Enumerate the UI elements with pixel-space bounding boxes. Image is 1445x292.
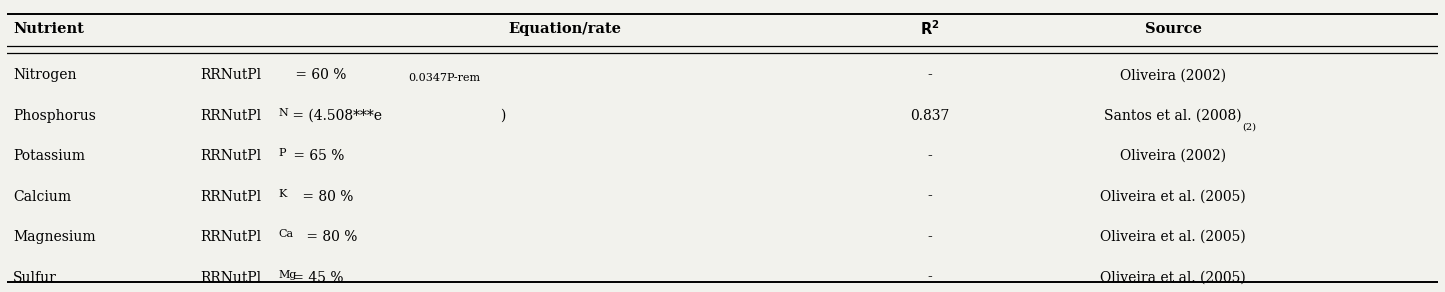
- Text: RRNutPl: RRNutPl: [201, 270, 262, 284]
- Text: Nutrient: Nutrient: [13, 22, 84, 36]
- Text: = 65 %: = 65 %: [289, 149, 344, 163]
- Text: -: -: [928, 230, 932, 244]
- Text: RRNutPl: RRNutPl: [201, 190, 262, 204]
- Text: = (4.508***e: = (4.508***e: [288, 109, 381, 123]
- Text: P: P: [279, 148, 286, 158]
- Text: Calcium: Calcium: [13, 190, 71, 204]
- Text: -: -: [928, 270, 932, 284]
- Text: Mg: Mg: [279, 270, 296, 280]
- Text: Oliveira (2002): Oliveira (2002): [1120, 68, 1227, 82]
- Text: Equation/rate: Equation/rate: [509, 22, 621, 36]
- Text: = 80 %: = 80 %: [302, 230, 357, 244]
- Text: 0.837: 0.837: [910, 109, 949, 123]
- Text: Nitrogen: Nitrogen: [13, 68, 77, 82]
- Text: Oliveira et al. (2005): Oliveira et al. (2005): [1100, 230, 1246, 244]
- Text: $\mathbf{R^2}$: $\mathbf{R^2}$: [920, 20, 939, 38]
- Text: Sulfur: Sulfur: [13, 270, 56, 284]
- Text: Oliveira et al. (2005): Oliveira et al. (2005): [1100, 270, 1246, 284]
- Text: RRNutPl: RRNutPl: [201, 68, 262, 82]
- Text: Magnesium: Magnesium: [13, 230, 95, 244]
- Text: K: K: [279, 189, 286, 199]
- Text: RRNutPl: RRNutPl: [201, 109, 262, 123]
- Text: Oliveira (2002): Oliveira (2002): [1120, 149, 1227, 163]
- Text: Potassium: Potassium: [13, 149, 85, 163]
- Text: ): ): [500, 109, 506, 123]
- Text: Oliveira et al. (2005): Oliveira et al. (2005): [1100, 190, 1246, 204]
- Text: Ca: Ca: [279, 229, 293, 239]
- Text: Source: Source: [1144, 22, 1202, 36]
- Text: -: -: [928, 68, 932, 82]
- Text: RRNutPl: RRNutPl: [201, 149, 262, 163]
- Text: Santos et al. (2008): Santos et al. (2008): [1104, 109, 1241, 123]
- Text: = 80 %: = 80 %: [298, 190, 353, 204]
- Text: 0.0347P-rem: 0.0347P-rem: [407, 73, 480, 83]
- Text: = 60 %: = 60 %: [290, 68, 347, 82]
- Text: RRNutPl: RRNutPl: [201, 230, 262, 244]
- Text: Phosphorus: Phosphorus: [13, 109, 95, 123]
- Text: = 45 %: = 45 %: [288, 270, 344, 284]
- Text: -: -: [928, 149, 932, 163]
- Text: (2): (2): [1243, 123, 1256, 132]
- Text: N: N: [279, 108, 288, 118]
- Text: -: -: [928, 190, 932, 204]
